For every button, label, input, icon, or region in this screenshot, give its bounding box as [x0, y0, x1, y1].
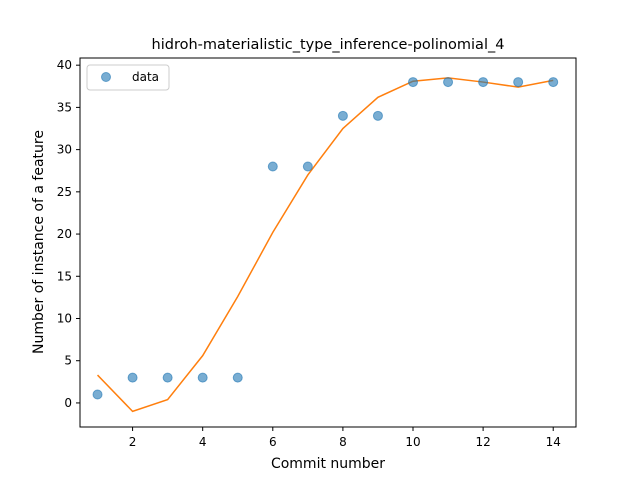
plot-frame — [79, 57, 577, 428]
y-tick-label: 35 — [57, 100, 72, 114]
data-point — [162, 372, 173, 383]
y-tick-label: 10 — [57, 311, 72, 325]
data-point — [548, 77, 559, 88]
data-point — [127, 372, 138, 383]
fit-line — [96, 77, 554, 413]
data-point — [443, 77, 454, 88]
x-tick-label: 2 — [129, 435, 137, 449]
y-tick-label: 5 — [64, 354, 72, 368]
x-tick-label: 4 — [199, 435, 207, 449]
x-tick-label: 14 — [546, 435, 561, 449]
plot-area: 2 4 6 8 10 12 14 0 5 10 15 20 25 30 35 40 — [57, 57, 577, 449]
data-point — [302, 161, 313, 172]
data-points — [92, 77, 559, 400]
data-point — [478, 77, 489, 88]
x-tick-label: 12 — [475, 435, 490, 449]
x-tick-label: 6 — [269, 435, 277, 449]
data-point — [408, 77, 419, 88]
legend-box — [86, 64, 170, 91]
legend-label-data: data — [132, 70, 159, 84]
x-axis-label: Commit number — [271, 456, 385, 472]
y-axis-label: Number of instance of a feature — [31, 130, 47, 354]
data-point — [267, 161, 278, 172]
x-tick-label: 8 — [339, 435, 347, 449]
legend: data — [86, 64, 170, 91]
x-tick-label: 10 — [405, 435, 420, 449]
data-point — [513, 77, 524, 88]
data-point — [92, 389, 103, 400]
data-point — [197, 372, 208, 383]
y-tick-label: 30 — [57, 143, 72, 157]
data-point — [337, 110, 348, 121]
legend-marker-data — [101, 72, 111, 82]
data-point — [232, 372, 243, 383]
y-tick-label: 20 — [57, 227, 72, 241]
data-point — [372, 110, 383, 121]
y-axis: 0 5 10 15 20 25 30 35 40 — [57, 58, 80, 410]
y-tick-label: 25 — [57, 185, 72, 199]
x-axis: 2 4 6 8 10 12 14 — [129, 427, 561, 449]
y-tick-label: 0 — [64, 396, 72, 410]
y-tick-label: 40 — [57, 58, 72, 72]
y-tick-label: 15 — [57, 269, 72, 283]
chart-title: hidroh-materialistic_type_inference-poli… — [152, 37, 505, 53]
